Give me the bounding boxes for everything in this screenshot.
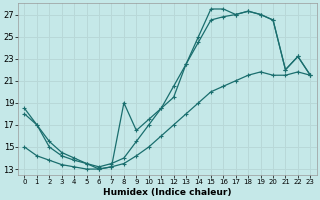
X-axis label: Humidex (Indice chaleur): Humidex (Indice chaleur) — [103, 188, 232, 197]
